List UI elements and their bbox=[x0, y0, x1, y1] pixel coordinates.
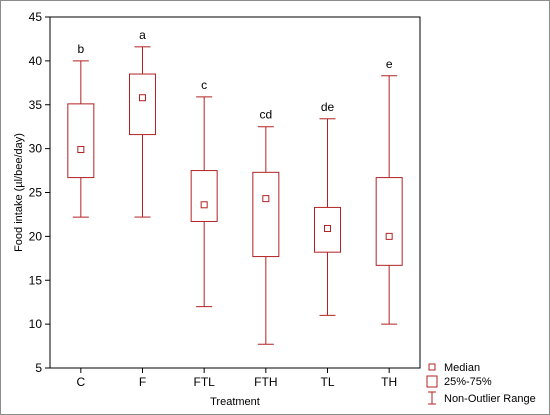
y-tick-label: 40 bbox=[29, 54, 43, 68]
legend-box-symbol bbox=[426, 375, 438, 388]
iqr-box bbox=[314, 206, 341, 253]
iqr-box bbox=[129, 73, 156, 136]
median-marker bbox=[200, 201, 208, 209]
y-tick-label: 30 bbox=[29, 142, 43, 156]
x-tick-label: TH bbox=[381, 375, 397, 389]
significance-letter: b bbox=[77, 42, 84, 56]
y-tick-label: 35 bbox=[29, 98, 43, 112]
legend-median-label: Median bbox=[444, 362, 480, 374]
x-tick-label: C bbox=[76, 375, 85, 389]
x-tick-label: FTL bbox=[193, 375, 215, 389]
significance-letter: e bbox=[386, 57, 393, 71]
iqr-box bbox=[190, 170, 218, 222]
x-axis-label: Treatment bbox=[210, 396, 260, 408]
legend-median-symbol bbox=[428, 363, 436, 371]
y-tick-label: 10 bbox=[29, 317, 43, 331]
y-axis-label: Food intake (µl/bee/day) bbox=[13, 133, 25, 252]
x-tick-label: TL bbox=[320, 375, 334, 389]
y-tick-label: 15 bbox=[29, 273, 43, 287]
x-tick-label: F bbox=[139, 375, 146, 389]
significance-letter: c bbox=[201, 78, 207, 92]
significance-letter: cd bbox=[259, 108, 272, 122]
iqr-box bbox=[252, 171, 280, 258]
y-tick-label: 45 bbox=[29, 10, 43, 24]
iqr-box bbox=[67, 103, 95, 179]
median-marker bbox=[262, 195, 270, 203]
median-marker bbox=[324, 224, 331, 232]
legend-range-label: Non-Outlier Range bbox=[444, 393, 536, 405]
y-tick-label: 5 bbox=[35, 361, 42, 375]
iqr-box bbox=[375, 177, 403, 266]
median-marker bbox=[385, 232, 393, 240]
y-tick-label: 25 bbox=[29, 186, 43, 200]
x-tick-label: FTH bbox=[254, 375, 277, 389]
significance-letter: a bbox=[139, 28, 146, 42]
plot-area bbox=[49, 16, 421, 369]
legend-box-label: 25%-75% bbox=[444, 376, 492, 388]
significance-letter: de bbox=[321, 100, 335, 114]
median-marker bbox=[139, 94, 146, 102]
median-marker bbox=[77, 146, 85, 154]
y-tick-label: 20 bbox=[29, 229, 43, 243]
